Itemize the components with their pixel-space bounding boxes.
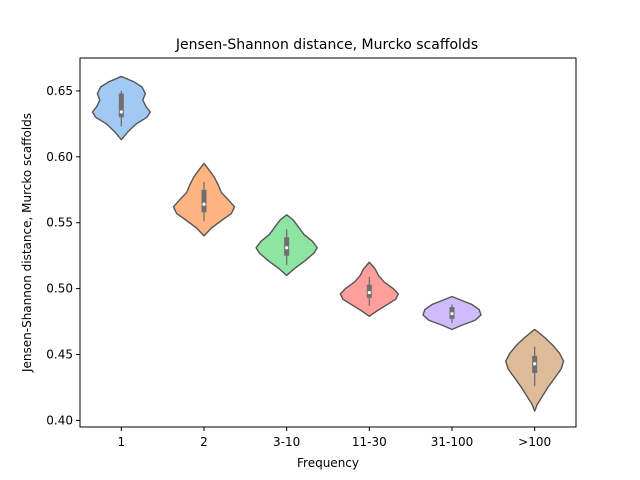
violin-box	[201, 189, 207, 213]
violin	[91, 75, 151, 141]
x-tick-label: 11-30	[352, 435, 387, 449]
y-axis-label: Jensen-Shannon distance, Murcko scaffold…	[20, 113, 34, 373]
y-tick-label: 0.55	[46, 216, 73, 230]
x-tick-label: 3-10	[273, 435, 300, 449]
x-tick-label: 2	[200, 435, 208, 449]
violin	[255, 214, 318, 277]
y-tick-label: 0.50	[46, 282, 73, 296]
plot-frame	[79, 57, 577, 428]
x-tick-label: 31-100	[431, 435, 474, 449]
violin	[422, 295, 482, 331]
y-tick-label: 0.45	[46, 348, 73, 362]
y-axis: 0.40 0.45 0.50 0.55 0.60 0.65	[46, 84, 80, 427]
x-axis-label: Frequency	[297, 456, 359, 470]
y-tick-label: 0.40	[46, 413, 73, 427]
violin-median	[450, 312, 454, 316]
violin-median	[533, 362, 537, 366]
violin	[505, 328, 565, 412]
y-tick-label: 0.65	[46, 84, 73, 98]
violin-median	[285, 246, 289, 250]
violin-box	[118, 93, 124, 118]
violin	[172, 162, 236, 237]
x-tick-label: 1	[118, 435, 126, 449]
y-tick-label: 0.60	[46, 150, 73, 164]
chart-title: Jensen-Shannon distance, Murcko scaffold…	[175, 37, 478, 53]
violin-median	[367, 290, 371, 295]
x-tick-label: >100	[518, 435, 551, 449]
violin-median	[202, 202, 206, 206]
violins-group	[91, 75, 565, 412]
violin	[339, 261, 399, 317]
violin-median	[119, 110, 123, 114]
x-axis: 1 2 3-10 11-30 31-100 >100	[118, 427, 551, 449]
